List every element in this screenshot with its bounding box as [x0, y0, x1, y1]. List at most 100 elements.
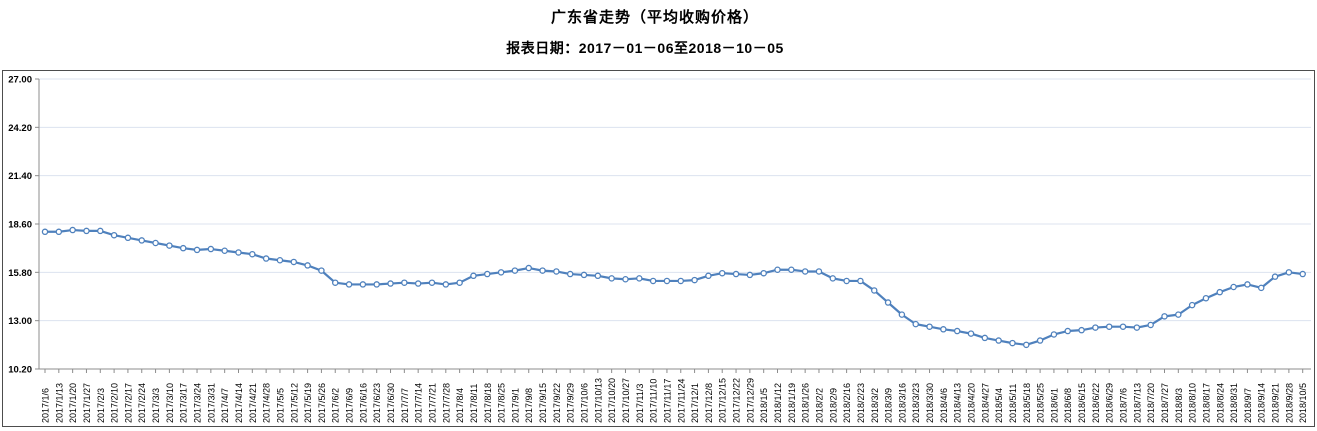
x-axis-date-label: 2017/1/20 [68, 383, 78, 423]
data-point-marker [1202, 294, 1210, 302]
x-axis-date-label: 2017/7/7 [400, 388, 410, 423]
data-point-marker [663, 277, 671, 285]
data-point-marker [359, 281, 367, 288]
data-point-marker [871, 287, 878, 294]
data-point-marker [1050, 331, 1058, 338]
x-axis-date-label: 2017/4/21 [248, 383, 258, 423]
data-point-marker [83, 227, 90, 235]
x-axis-date-label: 2017/5/26 [317, 383, 327, 423]
x-axis-date-label: 2018/2/16 [842, 383, 852, 423]
x-axis-date-label: 2017/6/23 [372, 383, 382, 423]
x-axis-date-label: 2017/6/30 [386, 383, 396, 423]
x-axis-date-label: 2018/5/4 [994, 388, 1004, 423]
x-axis-date-label: 2018/3/23 [911, 383, 921, 423]
data-point-marker [1078, 326, 1085, 334]
x-axis-date-label: 2017/2/24 [137, 383, 147, 423]
data-point-marker [262, 255, 270, 262]
data-point-marker [995, 337, 1002, 344]
data-point-marker [1092, 324, 1099, 331]
data-point-marker [318, 267, 325, 274]
y-axis-label: 21.40 [8, 171, 32, 182]
data-point-marker [857, 277, 864, 285]
data-point-marker [525, 264, 532, 272]
data-point-marker [1257, 284, 1265, 292]
data-point-marker [152, 239, 159, 247]
data-point-marker [97, 227, 104, 235]
x-axis-date-label: 2017/8/4 [455, 388, 465, 423]
x-axis-date-label: 2017/10/20 [607, 378, 617, 423]
x-axis-date-label: 2018/8/17 [1201, 383, 1211, 423]
data-point-marker [636, 275, 643, 282]
x-axis-date-label: 2017/12/15 [718, 378, 728, 423]
data-point-marker [207, 245, 215, 253]
data-point-marker [1285, 269, 1293, 276]
x-axis-date-label: 2017/6/9 [345, 388, 355, 423]
x-axis-date-label: 2017/12/29 [745, 378, 755, 423]
data-point-marker [41, 228, 49, 236]
data-point-marker [1271, 273, 1279, 280]
x-axis-date-label: 2017/6/16 [358, 383, 368, 423]
x-axis-date-label: 2018/6/1 [1049, 388, 1059, 423]
data-point-marker [815, 268, 823, 275]
data-point-marker [1119, 323, 1127, 330]
data-point-marker [843, 277, 850, 285]
data-point-marker [1064, 327, 1072, 335]
data-point-marker [746, 271, 754, 279]
data-point-marker [276, 256, 284, 264]
data-point-marker [179, 244, 187, 252]
x-axis-date-label: 2017/9/29 [566, 383, 576, 423]
y-axis-label: 18.60 [8, 220, 32, 231]
data-point-marker [1036, 337, 1044, 344]
data-point-marker [304, 262, 311, 269]
chart-subtitle: 报表日期：2017－01－06至2018－10－05 [506, 40, 784, 56]
data-point-marker [1147, 321, 1154, 329]
x-axis-date-label: 2018/5/18 [1022, 383, 1032, 423]
data-point-marker [456, 279, 463, 286]
data-point-marker [622, 275, 629, 283]
data-point-marker [566, 270, 574, 278]
x-axis-date-label: 2018/3/9 [884, 388, 894, 423]
x-axis-date-label: 2017/9/8 [524, 388, 534, 423]
data-point-marker [774, 266, 781, 273]
data-point-marker [940, 326, 947, 333]
data-point-marker [912, 320, 919, 328]
x-axis-date-label: 2017/6/2 [331, 388, 341, 423]
data-point-marker [649, 277, 657, 285]
data-point-marker [926, 323, 933, 330]
x-axis-date-label: 2018/4/6 [939, 388, 949, 423]
data-point-marker [331, 279, 339, 286]
x-axis-date-label: 2017/9/15 [538, 383, 548, 423]
data-point-marker [1244, 281, 1251, 288]
y-axis-label: 15.80 [8, 268, 32, 279]
data-point-marker [484, 270, 491, 278]
data-point-marker [497, 269, 505, 276]
data-point-marker [760, 269, 767, 277]
y-axis-label: 10.20 [8, 365, 32, 376]
data-point-marker [705, 272, 712, 280]
x-axis-date-label: 2017/10/6 [580, 383, 590, 423]
x-axis-date-label: 2017/11/17 [662, 379, 672, 423]
data-point-marker [1175, 311, 1182, 318]
x-axis-date-label: 2018/7/6 [1119, 388, 1129, 423]
x-axis-date-label: 2018/6/15 [1077, 383, 1087, 423]
x-axis-date-label: 2017/11/10 [649, 379, 659, 423]
x-axis-date-label: 2017/1/27 [82, 383, 92, 423]
x-axis-date-label: 2018/9/7 [1243, 388, 1253, 423]
price-trend-line-chart: 27.00 24.20 21.40 18.60 15.80 13.00 10.20 2017/… [8, 75, 1311, 423]
data-point-marker [539, 267, 546, 274]
x-axis-date-label: 2018/9/21 [1271, 383, 1281, 423]
data-point-marker [1133, 324, 1141, 331]
data-point-marker [55, 228, 63, 236]
x-axis-date-label: 2018/4/27 [980, 383, 990, 423]
data-point-marker [235, 249, 242, 256]
x-axis-date-label: 2017/12/8 [704, 383, 714, 423]
data-point-marker [732, 270, 740, 278]
data-point-marker [691, 276, 698, 284]
x-axis-date-label: 2018/7/20 [1146, 383, 1156, 423]
data-point-marker [1230, 283, 1237, 291]
x-axis-date-label: 2017/1/13 [54, 383, 64, 423]
x-axis-date-label: 2018/7/13 [1132, 383, 1142, 423]
x-axis-date-label: 2018/8/3 [1174, 388, 1184, 423]
x-axis-date-label: 2017/7/21 [427, 383, 437, 423]
